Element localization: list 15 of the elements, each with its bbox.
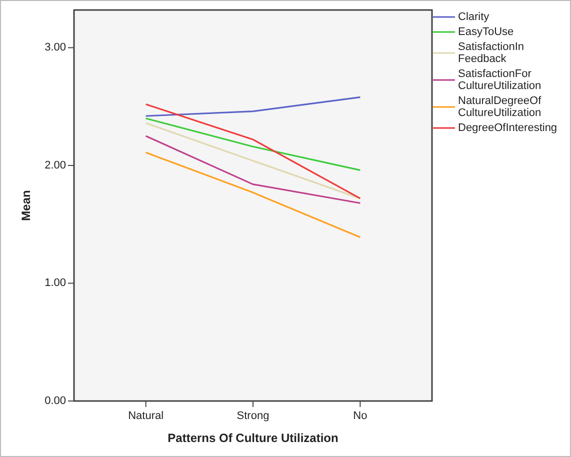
y-tick-label: 3.00 — [44, 42, 66, 54]
legend-label: SatisfactionInFeedback — [458, 40, 524, 65]
legend-label: Clarity — [458, 10, 490, 23]
y-tick-label: 1.00 — [44, 277, 66, 290]
y-tick-label: 2.00 — [44, 159, 66, 172]
legend-label: EasyToUse — [458, 26, 514, 38]
x-tick-label: No — [353, 410, 368, 422]
legend-label: DegreeOfInteresting — [458, 122, 558, 134]
legend-label: SatisfactionForCultureUtilization — [458, 68, 542, 92]
x-tick-label: Natural — [128, 410, 164, 422]
y-axis-title: Mean — [19, 190, 33, 221]
y-tick-label: 0.00 — [44, 394, 66, 407]
legend-label: NaturalDegreeOfCultureUtilization — [458, 94, 542, 119]
x-axis-title: Patterns Of Culture Utilization — [168, 431, 338, 445]
x-tick-label: Strong — [236, 410, 270, 422]
